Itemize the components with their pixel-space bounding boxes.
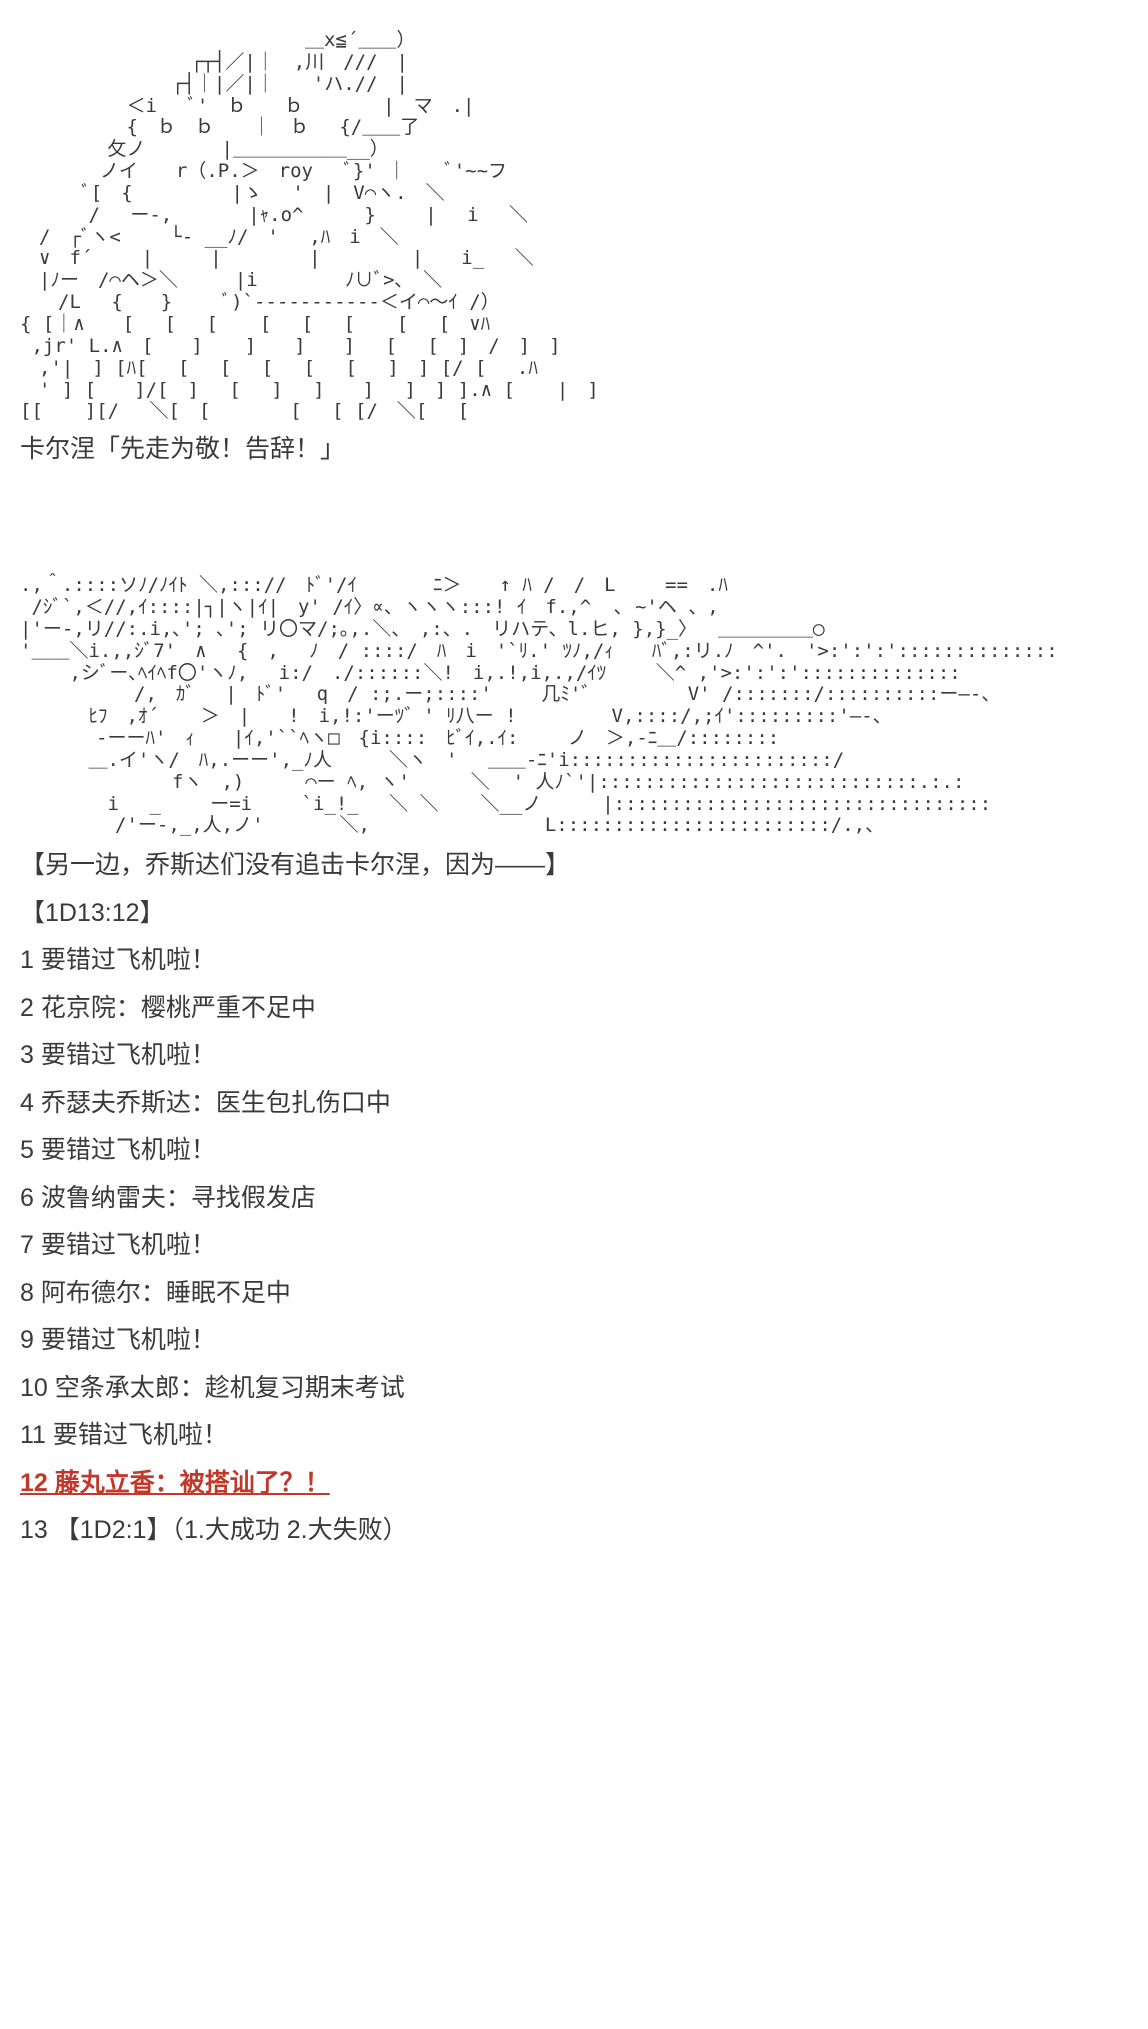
list-item: 10 空条承太郎：趁机复习期末考试 xyxy=(20,1370,1128,1408)
ascii-art-block-1: ＿x≦´＿＿） ┌┬┤／|｜ ,川 /// | ┌┤｜|／|｜ 'ハ.// | … xyxy=(20,30,1128,423)
story-lines: 【另一边，乔斯达们没有追击卡尔涅，因为——】【1D13:12】 xyxy=(20,847,1128,932)
list-item: 11 要错过飞机啦！ xyxy=(20,1417,1128,1455)
options-list: 1 要错过飞机啦！ 2 花京院：樱桃严重不足中 3 要错过飞机啦！ 4 乔瑟夫乔斯达：… xyxy=(20,942,1128,1550)
list-item: 13 【1D2:1】（1.大成功 2.大失败） xyxy=(20,1512,1128,1550)
list-item: 1 要错过飞机啦！ xyxy=(20,942,1128,980)
caption-1: 卡尔涅「先走为敬！告辞！」 xyxy=(20,429,1128,465)
story-line: 【1D13:12】 xyxy=(20,895,1128,933)
list-item: 2 花京院：樱桃严重不足中 xyxy=(20,990,1128,1028)
list-item: 3 要错过飞机啦！ xyxy=(20,1037,1128,1075)
list-item-highlighted: 12 藤丸立香：被搭讪了？！ xyxy=(20,1465,1128,1503)
ascii-art-block-2: .,＾.::::ソﾉ/ﾉｲﾄ ＼,:::// ﾄﾞ'/ｲ ﾆ＞ ↑ ﾊ / / … xyxy=(20,575,1128,837)
list-item: 4 乔瑟夫乔斯达：医生包扎伤口中 xyxy=(20,1085,1128,1123)
list-item: 9 要错过飞机啦！ xyxy=(20,1322,1128,1360)
list-item: 5 要错过飞机啦！ xyxy=(20,1132,1128,1170)
list-item: 6 波鲁纳雷夫：寻找假发店 xyxy=(20,1180,1128,1218)
list-item: 7 要错过飞机啦！ xyxy=(20,1227,1128,1265)
list-item: 8 阿布德尔：睡眠不足中 xyxy=(20,1275,1128,1313)
story-line: 【另一边，乔斯达们没有追击卡尔涅，因为——】 xyxy=(20,847,1128,885)
